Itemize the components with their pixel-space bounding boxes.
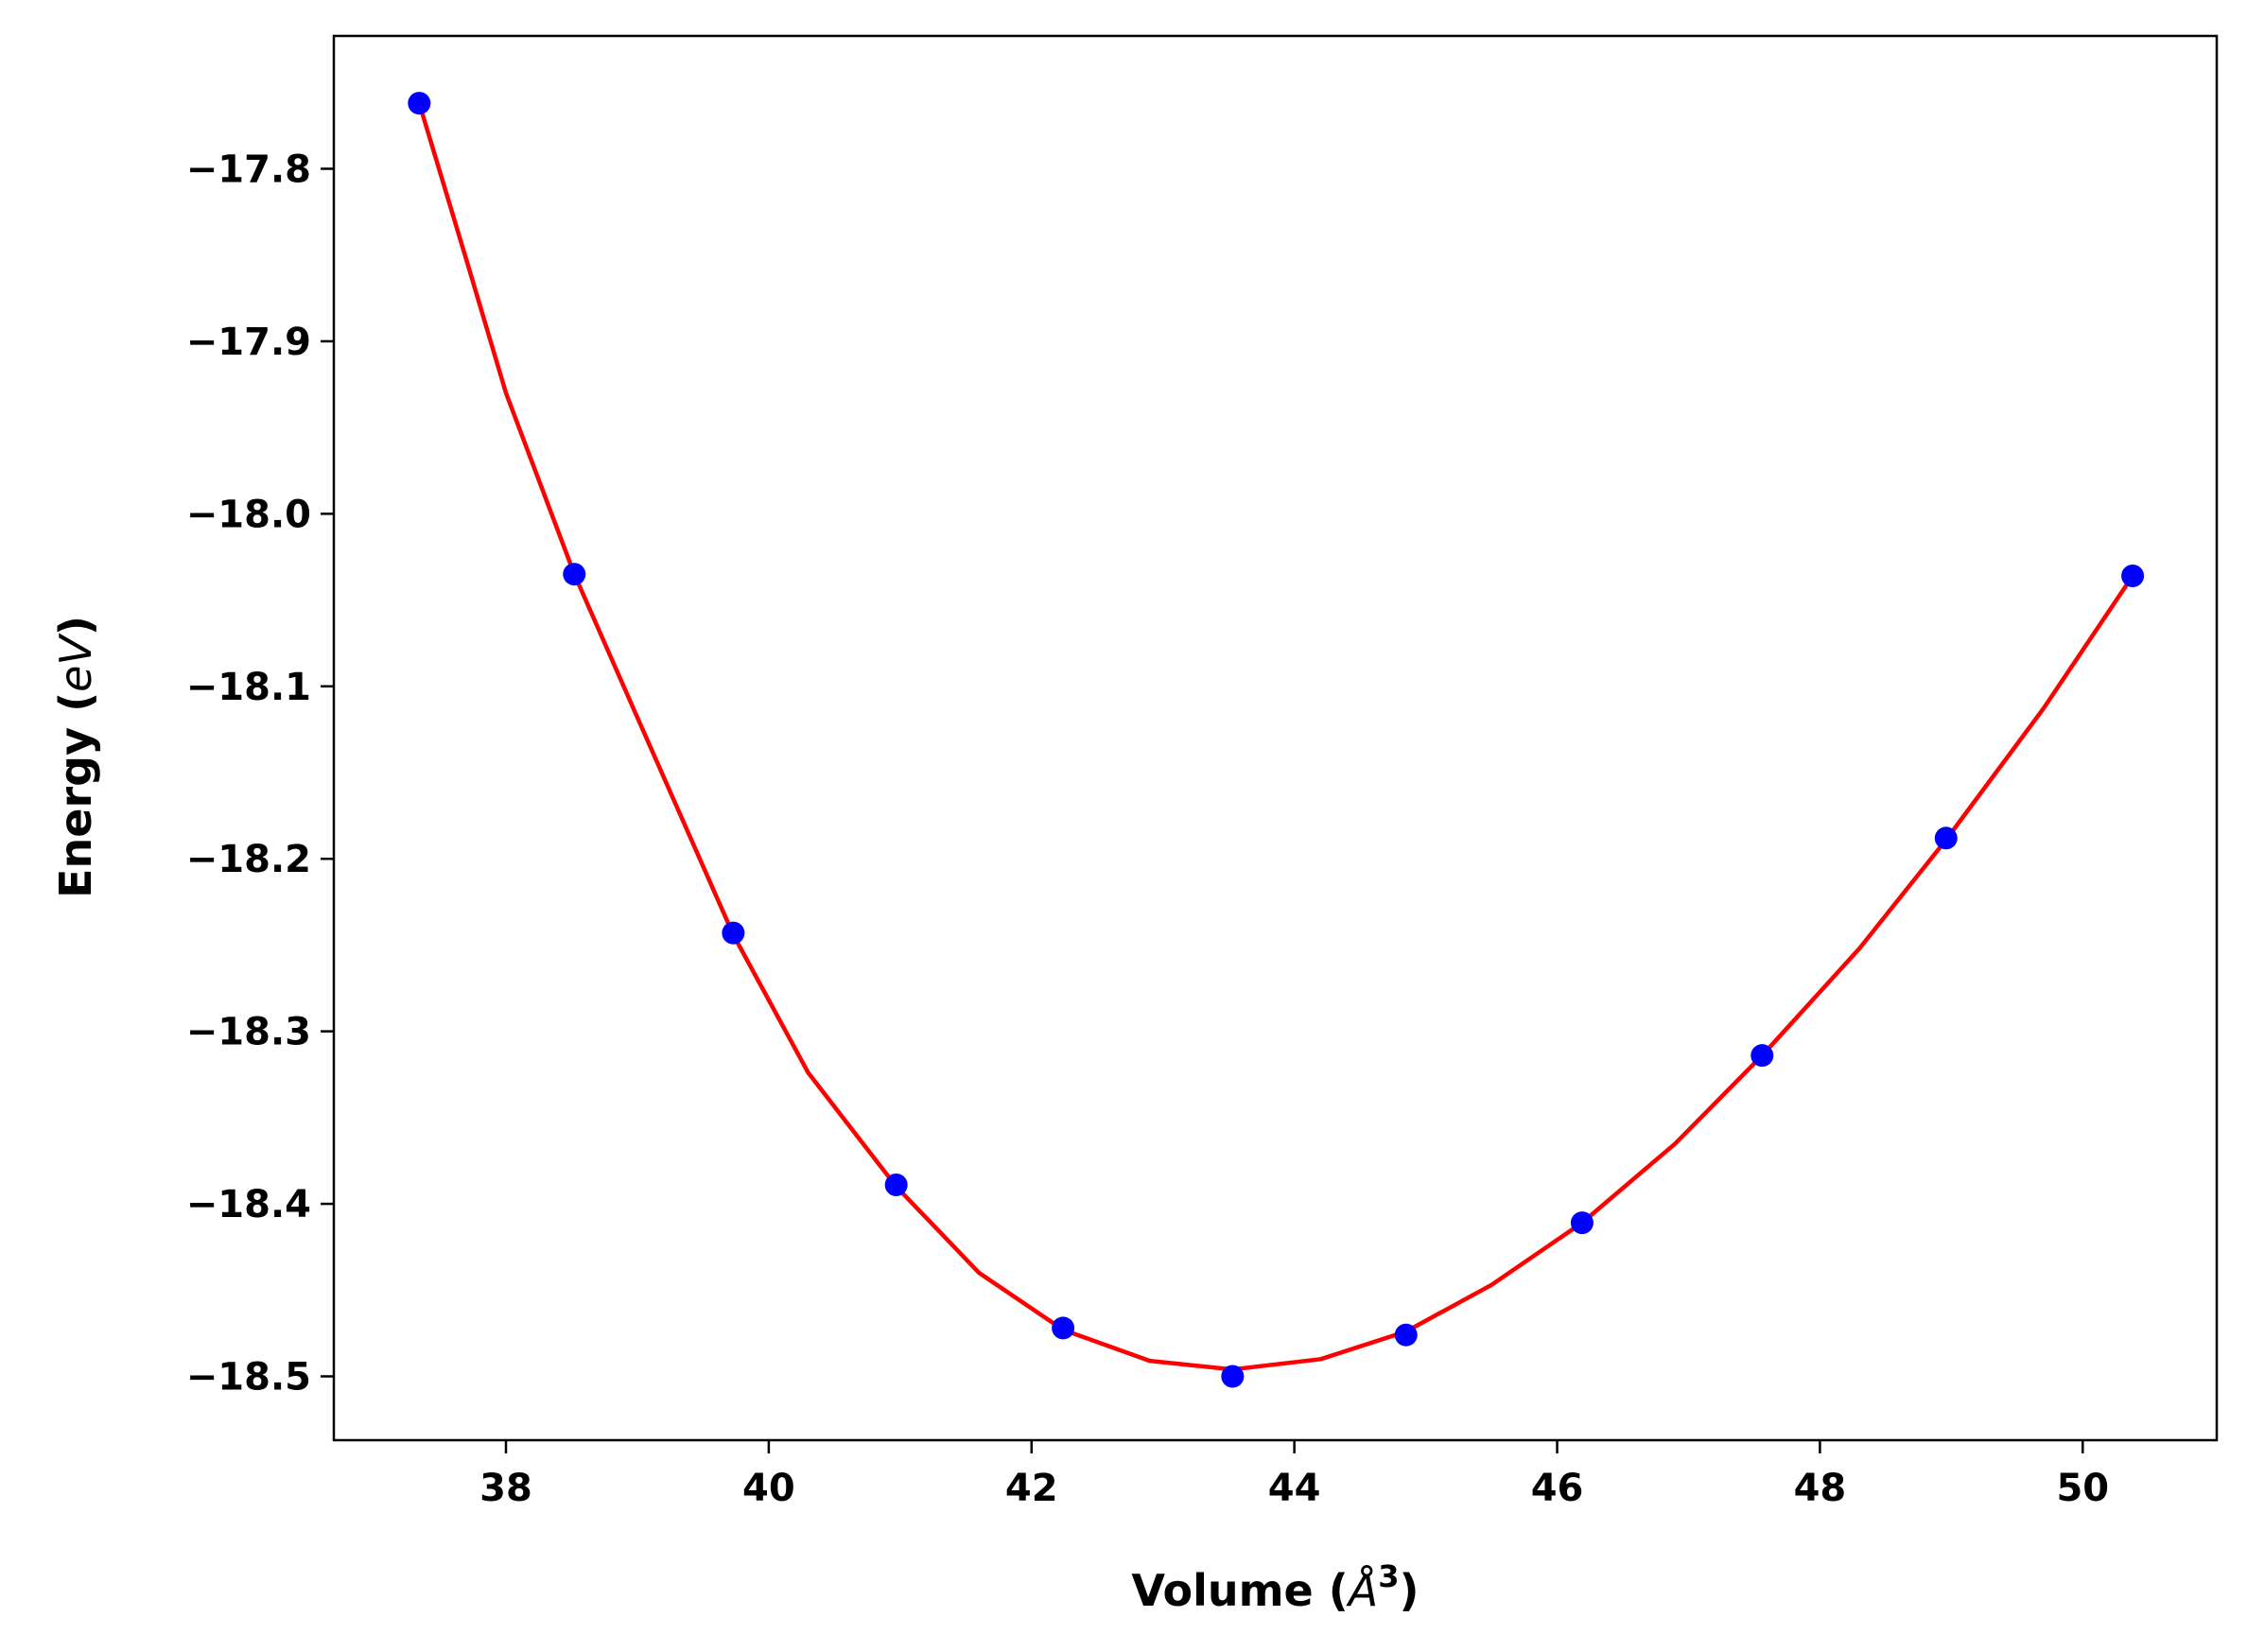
- data-point: [884, 1174, 908, 1196]
- data-point: [722, 921, 745, 945]
- data-point: [1394, 1323, 1418, 1347]
- data-point: [1934, 826, 1958, 850]
- y-axis-label: Energy (eV): [50, 616, 101, 898]
- data-point: [2121, 565, 2145, 588]
- fit-curve: [417, 102, 2134, 1372]
- y-tick-label: −17.9: [186, 321, 311, 364]
- x-tick-label: 38: [479, 1467, 532, 1510]
- y-tick-label: −18.5: [186, 1356, 311, 1400]
- data-point: [1052, 1316, 1075, 1340]
- x-tick-label: 42: [1005, 1467, 1058, 1510]
- plot-frame: [332, 34, 2219, 1442]
- y-tick-label: −18.0: [186, 493, 311, 536]
- y-tick-label: −18.2: [186, 838, 311, 881]
- x-axis-label: Volume (Å3): [1131, 1558, 1419, 1616]
- y-axis-ticks: −17.8 −17.9 −18.0 −18.1 −18.2 −18.3 −18.4 −18.5: [186, 148, 334, 1400]
- data-point: [1751, 1044, 1774, 1068]
- x-axis-ticks: 38 40 42 44 46 48 50: [479, 1440, 2109, 1510]
- x-tick-label: 40: [742, 1467, 795, 1510]
- data-point: [563, 563, 586, 586]
- x-tick-label: 46: [1531, 1467, 1584, 1510]
- x-tick-label: 48: [1794, 1467, 1847, 1510]
- x-tick-label: 50: [2056, 1467, 2109, 1510]
- data-point: [1570, 1211, 1594, 1235]
- data-point: [408, 92, 431, 115]
- data-point: [1221, 1365, 1245, 1388]
- y-tick-label: −18.1: [186, 666, 311, 709]
- y-tick-label: −18.3: [186, 1011, 311, 1054]
- plot-layer: [408, 92, 2145, 1388]
- y-tick-label: −17.8: [186, 148, 311, 191]
- y-tick-label: −18.4: [186, 1183, 311, 1226]
- x-tick-label: 44: [1268, 1467, 1321, 1510]
